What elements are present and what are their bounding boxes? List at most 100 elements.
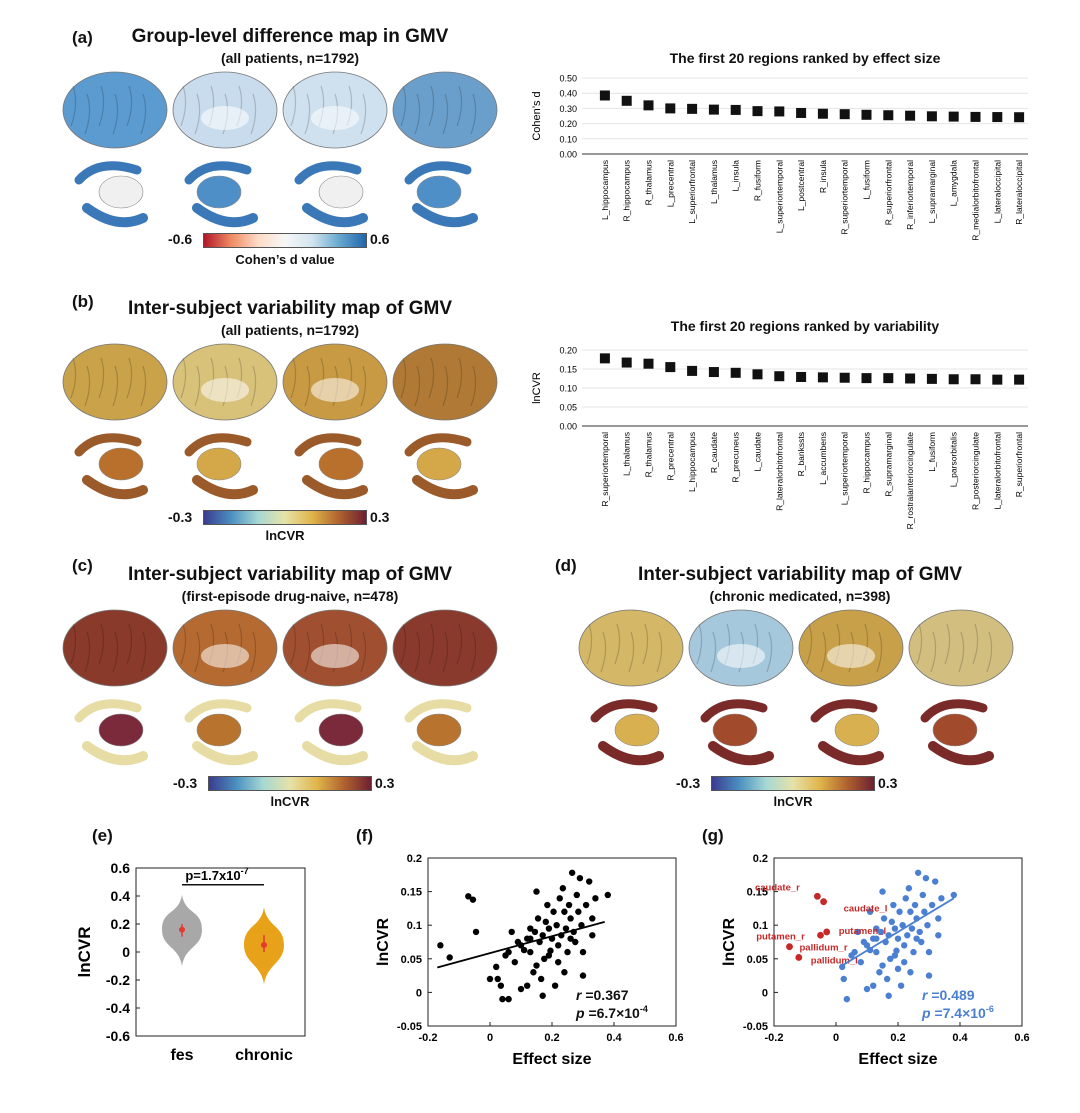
x-tick-label: L_lateralorbitofrontal <box>992 432 1002 510</box>
subcortex-hippocampus <box>302 203 368 228</box>
subcortex-caudate <box>404 433 472 457</box>
data-point <box>730 367 741 378</box>
cortex-sulcus <box>470 365 477 407</box>
cortex-sulcus <box>614 623 621 665</box>
data-point <box>899 922 906 929</box>
data-point <box>907 969 914 976</box>
cortex-sulcus <box>696 623 703 665</box>
data-point <box>643 358 654 369</box>
cortex-sulcus <box>290 623 297 665</box>
subcortex-hippocampus <box>412 741 478 766</box>
p-stat-symbol: p <box>921 1005 931 1021</box>
p-stat-exponent: -4 <box>640 1004 648 1014</box>
subcortex-hippocampus <box>598 741 664 766</box>
highlight-point <box>814 892 821 900</box>
data-point <box>599 353 610 364</box>
x-tick-label: L_postcentral <box>796 160 806 211</box>
data-point <box>524 982 531 989</box>
data-point <box>857 958 864 966</box>
data-point <box>902 895 909 902</box>
medial-wall <box>311 644 359 668</box>
cortex-sulcus <box>470 93 477 135</box>
data-point <box>948 374 959 385</box>
colorbar-a <box>203 233 367 248</box>
x-tick-label: R_superiorfrontal <box>883 160 893 225</box>
data-point <box>992 374 1003 385</box>
data-point <box>687 103 698 114</box>
y-tick-label: -0.6 <box>106 1028 130 1044</box>
x-tick-label: R_thalamus <box>644 160 654 205</box>
data-point <box>542 918 549 926</box>
x-tick-label: R_rostralanteriorcingulate <box>905 432 915 530</box>
colorbar-d-label: lnCVR <box>773 794 813 809</box>
scatter-g-chart: 0.2 0.15 0.1 0.05 0 -0.05-0.2 0 0.2 0.4 0.6 Effect… <box>721 853 1030 1068</box>
y-tick-label: 0.50 <box>559 74 577 84</box>
subcortex-hippocampus <box>412 203 478 228</box>
cortex-surface <box>392 343 498 421</box>
data-point <box>556 895 563 902</box>
violin-mean <box>179 926 185 933</box>
colorbar-c-min: -0.3 <box>173 775 198 791</box>
cortex-sulcus <box>400 85 407 127</box>
colorbar-b-max: 0.3 <box>370 509 390 525</box>
data-point <box>493 963 500 971</box>
cortex-sulcus <box>98 623 105 665</box>
data-point <box>870 982 877 989</box>
y-tick-label: 0.10 <box>559 384 577 394</box>
highlight-label: pallidum_l <box>811 955 858 966</box>
subcortex-caudate <box>74 699 142 723</box>
x-tick-label: 0 <box>487 1032 493 1044</box>
data-point <box>599 90 610 101</box>
colorbar-a-label: Cohen’s d value <box>235 252 335 267</box>
panel-label-b: (b) <box>72 292 94 311</box>
cortex-sulcus <box>360 365 367 407</box>
data-point <box>604 891 611 899</box>
p-stat: p =6.7×10-4 <box>575 1004 648 1021</box>
data-point <box>469 896 477 903</box>
data-point <box>562 925 570 932</box>
data-point <box>938 895 945 902</box>
y-tick-label: 0.2 <box>753 853 768 865</box>
x-tick-label: R_superiortemporal <box>840 160 850 235</box>
medial-wall <box>827 644 875 668</box>
data-point <box>885 992 892 999</box>
subcortex-caudate <box>590 699 658 723</box>
colorbar-c-max: 0.3 <box>375 775 395 791</box>
ranked-variability-chart: 0.00 0.05 0.10 0.15 0.20 lnCVR R_superiortempo… <box>531 346 1028 530</box>
subcortex-thalamus <box>196 447 242 481</box>
medial-wall <box>201 106 249 130</box>
data-point <box>924 922 931 929</box>
cortex-sulcus <box>250 365 257 407</box>
data-point <box>446 954 453 961</box>
x-tick-label: R_posteriorcingulate <box>971 432 981 510</box>
cortex-sulcus <box>360 93 367 135</box>
subcortex-thalamus <box>614 713 660 747</box>
highlight-label: pallidum_r <box>800 943 848 954</box>
data-point <box>817 108 828 119</box>
data-point <box>752 106 763 117</box>
data-point <box>533 888 540 895</box>
cortex-sulcus <box>304 631 311 673</box>
x-tick-label: R_fusiform <box>753 160 763 201</box>
data-point <box>880 915 888 922</box>
x-tick-label: R_lateralorbitofrontal <box>774 432 784 511</box>
highlight-point <box>817 931 824 939</box>
data-point <box>883 975 891 983</box>
data-point <box>910 948 917 956</box>
colorbar-d-min: -0.3 <box>676 775 701 791</box>
x-tick-label: L_hippocampus <box>687 432 697 492</box>
cortex-sulcus <box>944 623 951 665</box>
x-tick-label: R_thalamus <box>644 432 654 477</box>
cortex-sulcus <box>304 365 311 407</box>
ranked-effect-chart: 0.00 0.10 0.20 0.30 0.40 0.50 Cohen’s d L_hippo… <box>531 74 1028 241</box>
data-point <box>843 995 851 1003</box>
data-point <box>932 878 939 885</box>
subcortex-caudate <box>404 161 472 185</box>
cortex-sulcus <box>400 357 407 399</box>
data-point <box>517 985 525 993</box>
data-point <box>863 985 871 993</box>
data-point <box>863 942 871 949</box>
data-point <box>928 901 936 909</box>
panel-label-c: (c) <box>72 556 93 575</box>
subcortex-thalamus <box>318 447 364 481</box>
